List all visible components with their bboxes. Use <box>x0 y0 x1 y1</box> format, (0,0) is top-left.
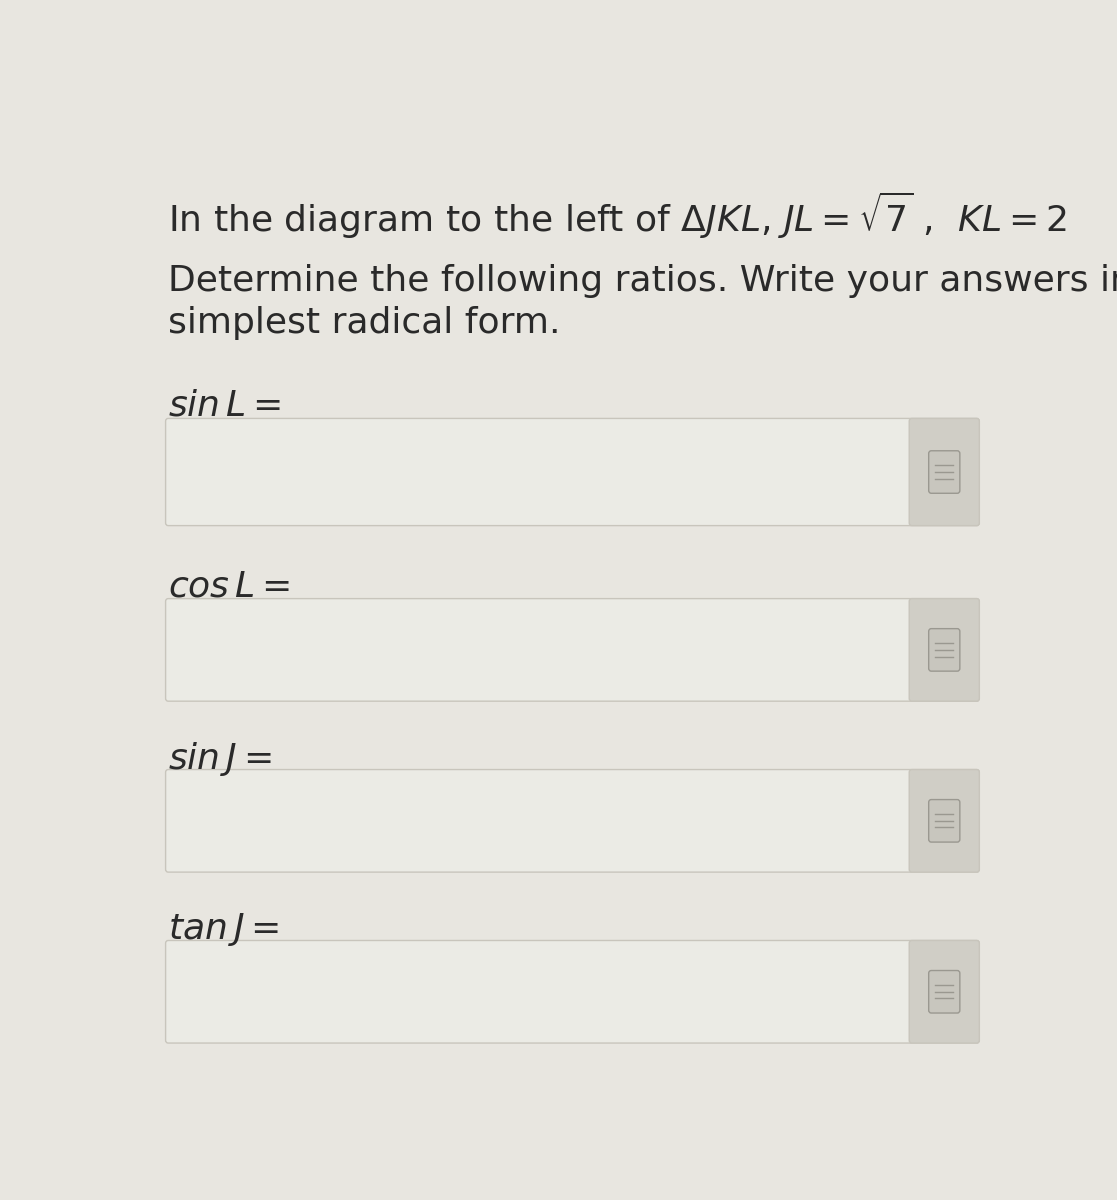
Text: simplest radical form.: simplest radical form. <box>169 306 561 340</box>
Text: $\mathregular{cos}\,\mathit{L} =$: $\mathregular{cos}\,\mathit{L} =$ <box>169 569 290 604</box>
Text: $\mathregular{tan}\,\mathit{J} =$: $\mathregular{tan}\,\mathit{J} =$ <box>169 911 279 948</box>
FancyBboxPatch shape <box>165 941 980 1043</box>
FancyBboxPatch shape <box>165 769 980 872</box>
FancyBboxPatch shape <box>165 419 980 526</box>
Text: Determine the following ratios. Write your answers in: Determine the following ratios. Write yo… <box>169 264 1117 298</box>
Text: $\mathregular{sin}\,\mathit{L} =$: $\mathregular{sin}\,\mathit{L} =$ <box>169 389 281 422</box>
FancyBboxPatch shape <box>928 799 960 842</box>
Text: In the diagram to the left of $\mathit{\Delta JKL}$, $\mathit{JL} = \sqrt{7}$ , : In the diagram to the left of $\mathit{\… <box>169 190 1067 241</box>
FancyBboxPatch shape <box>909 941 980 1043</box>
FancyBboxPatch shape <box>928 451 960 493</box>
FancyBboxPatch shape <box>909 599 980 701</box>
FancyBboxPatch shape <box>165 599 980 701</box>
FancyBboxPatch shape <box>909 419 980 526</box>
FancyBboxPatch shape <box>928 971 960 1013</box>
FancyBboxPatch shape <box>909 769 980 872</box>
FancyBboxPatch shape <box>928 629 960 671</box>
Text: $\mathregular{sin}\,\mathit{J} =$: $\mathregular{sin}\,\mathit{J} =$ <box>169 740 273 778</box>
